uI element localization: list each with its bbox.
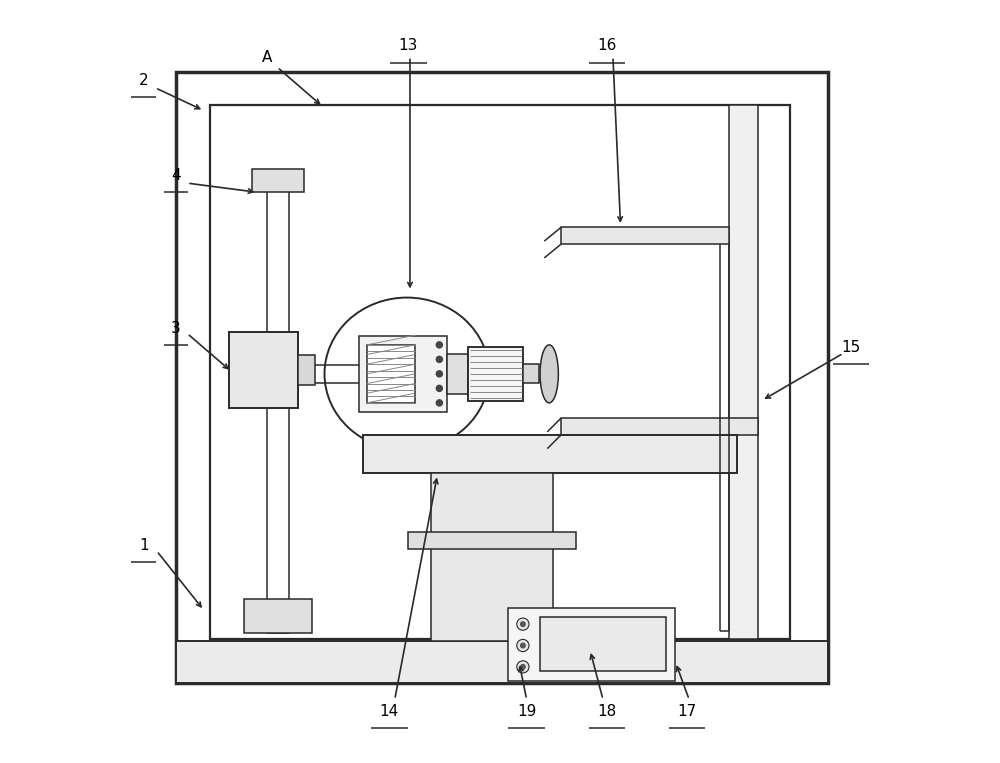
Circle shape <box>436 356 442 362</box>
Bar <box>359 336 447 412</box>
Text: A: A <box>262 50 272 65</box>
Bar <box>468 347 523 401</box>
Circle shape <box>521 643 525 648</box>
Bar <box>267 183 289 633</box>
Bar <box>210 105 790 639</box>
Circle shape <box>521 622 525 626</box>
Bar <box>561 418 758 435</box>
Bar <box>229 332 298 408</box>
Bar <box>176 72 828 683</box>
Text: 3: 3 <box>171 320 181 336</box>
Circle shape <box>517 639 529 652</box>
Bar <box>468 347 523 401</box>
Bar <box>252 169 304 192</box>
Text: 19: 19 <box>517 703 536 719</box>
Bar <box>176 641 828 683</box>
Bar <box>363 435 737 473</box>
Circle shape <box>436 342 442 348</box>
Text: 13: 13 <box>399 38 418 53</box>
Ellipse shape <box>540 345 558 403</box>
Text: 17: 17 <box>677 703 697 719</box>
Text: 1: 1 <box>139 538 148 553</box>
Bar <box>244 599 312 633</box>
Circle shape <box>521 665 525 669</box>
Text: 15: 15 <box>841 340 861 355</box>
Circle shape <box>436 371 442 377</box>
Circle shape <box>517 661 529 673</box>
Text: 2: 2 <box>139 72 148 88</box>
Bar <box>408 532 576 549</box>
Text: 18: 18 <box>597 703 616 719</box>
Bar <box>447 354 468 394</box>
Bar <box>523 365 539 384</box>
Text: 14: 14 <box>380 703 399 719</box>
Text: 16: 16 <box>597 38 617 53</box>
Bar <box>540 617 666 671</box>
Bar <box>431 473 553 641</box>
Circle shape <box>436 400 442 406</box>
Bar <box>508 608 675 681</box>
Circle shape <box>436 385 442 391</box>
Circle shape <box>517 618 529 630</box>
Text: 4: 4 <box>171 168 181 183</box>
Bar <box>367 345 415 403</box>
Bar <box>561 227 729 244</box>
Bar <box>729 105 758 639</box>
Bar <box>298 355 315 385</box>
